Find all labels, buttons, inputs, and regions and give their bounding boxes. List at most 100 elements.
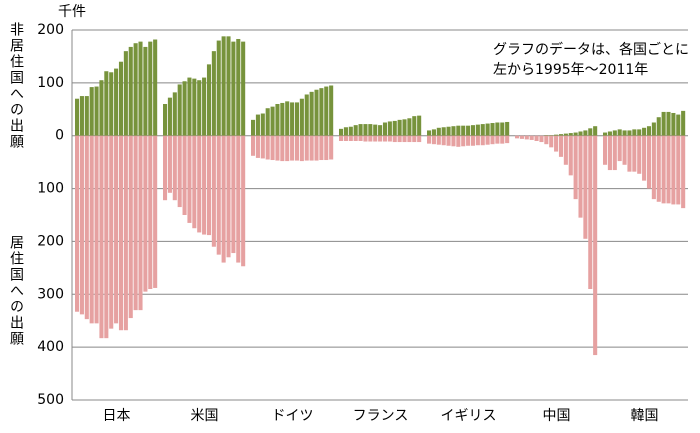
bar [651,122,656,136]
bar [627,135,632,172]
bar [485,123,490,136]
bar [402,135,407,143]
bar [324,86,329,136]
annotation: 左から1995年～2011年 [493,62,648,78]
bar [407,118,412,136]
bar [339,135,344,141]
bar [603,135,608,165]
y-tick-label: 200 [37,233,64,249]
bar [275,104,280,136]
bar [656,135,661,202]
bar [280,135,285,162]
bar [211,135,216,247]
bar [187,77,192,136]
bar [578,131,583,136]
bar [637,129,642,136]
bar [470,125,476,136]
bar [75,98,80,136]
bar [167,135,172,193]
bar [461,135,466,147]
bar [436,127,441,136]
bar [241,135,246,267]
bar [407,135,412,143]
bar [583,130,588,136]
bar [216,135,221,255]
bar [353,125,358,136]
bar [382,135,388,142]
bar [637,135,642,174]
series-label: 居住国への出願 [8,235,24,347]
bar [260,113,265,136]
bar [172,92,177,136]
bar [470,135,476,146]
bar [461,125,466,136]
bar [549,135,554,136]
bar [109,72,114,136]
bar [353,135,358,141]
bar [231,41,236,136]
bar [563,135,568,165]
bar [500,122,505,136]
bar [387,135,392,142]
bar [167,97,172,136]
bar [299,98,304,136]
bar [123,135,128,331]
bar [466,135,471,146]
bar [270,106,275,136]
x-tick-label: イギリス [441,408,497,424]
bar [368,124,373,136]
bar [622,130,627,136]
bar [466,125,471,136]
bar [309,135,314,161]
bar [187,135,192,223]
bar [182,81,187,136]
bar [251,119,256,136]
bar [182,135,187,215]
bar [480,124,485,136]
bar [642,127,647,136]
bar [431,135,436,145]
bar [568,133,573,136]
bar [417,115,422,136]
bar [84,135,89,320]
bar [451,135,456,147]
bar [480,135,485,146]
bar [676,114,681,136]
bar [294,135,300,161]
bar [260,135,265,159]
x-tick-label: ドイツ [272,408,314,424]
x-tick-label: フランス [353,408,409,424]
bar [607,135,612,171]
bar [368,135,373,142]
y-tick-label: 100 [37,181,64,197]
bar [402,119,407,136]
series-label: 非居住国への出願 [8,22,24,150]
bar [500,135,505,144]
bar [412,116,417,136]
bar [583,135,588,239]
bar [221,135,226,263]
bar [573,135,578,200]
bar [290,135,295,161]
bar [123,51,128,136]
bar [153,39,158,136]
bar [568,135,573,176]
bar [79,96,84,136]
bar [436,135,441,145]
bar [314,135,319,161]
bar [236,38,241,136]
bar [221,36,226,136]
bar [329,85,334,136]
bar [588,135,593,289]
bar [495,135,500,144]
bar [475,135,480,146]
bar [603,132,608,136]
bar [172,135,177,201]
bar [446,135,451,146]
bar [118,61,124,136]
bar [128,135,133,319]
bar [505,135,510,144]
bar [549,135,554,148]
y-tick-label: 200 [37,22,64,38]
bar [216,40,221,136]
